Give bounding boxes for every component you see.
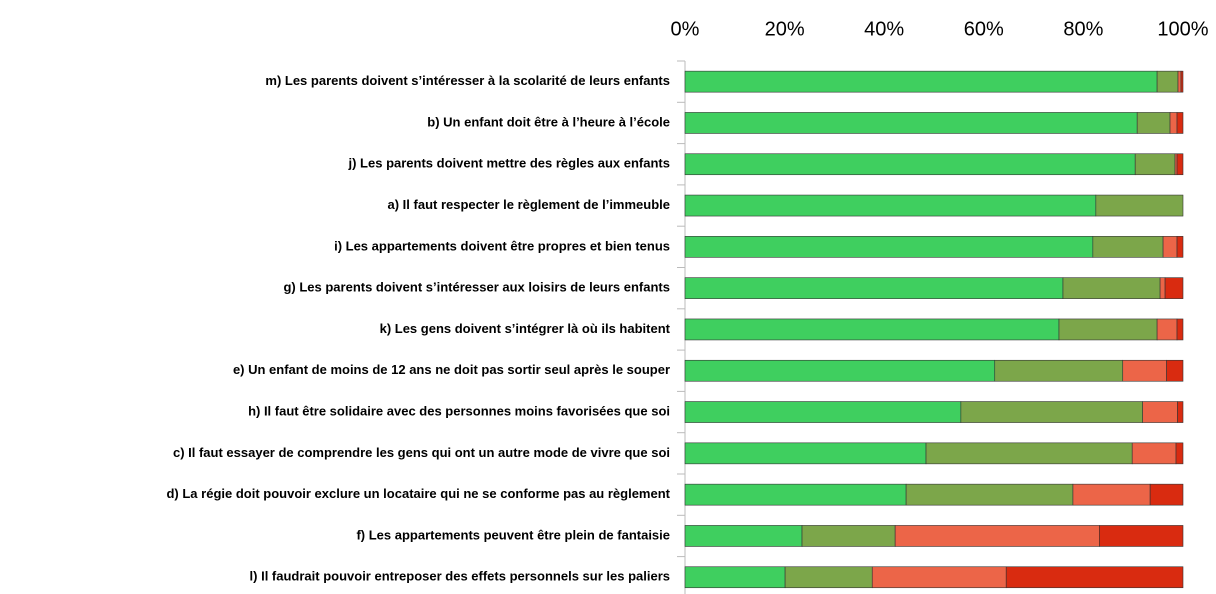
bar-segment (684, 112, 1138, 134)
bar-segment (684, 318, 1060, 341)
bar-segment (1062, 277, 1161, 299)
bar-segment (684, 525, 803, 547)
bar-segment (1176, 318, 1184, 341)
bar-segment (684, 566, 786, 589)
bar-segment (1162, 236, 1178, 258)
bar-segment (684, 401, 962, 423)
y-tick-label: h) Il faut être solidaire avec des perso… (248, 403, 670, 418)
bar-segment (1180, 70, 1184, 93)
bar-segment (1142, 401, 1178, 423)
bar-segment (1156, 318, 1178, 341)
bar-segment (684, 153, 1136, 176)
x-tick-label: 0% (671, 18, 700, 40)
bar-segment (925, 442, 1133, 465)
bar-segment (1176, 112, 1184, 134)
bar-segment (1131, 442, 1177, 465)
bar-segment (1169, 112, 1178, 134)
y-tick-label: g) Les parents doivent s’intéresser aux … (283, 280, 670, 295)
x-tick-label: 40% (864, 18, 904, 40)
bar-segment (1136, 112, 1171, 134)
bar-segment (684, 194, 1097, 217)
bar-segment (1177, 70, 1182, 93)
bar-segment (1058, 318, 1158, 341)
bar-segment (1005, 566, 1184, 589)
x-tick-label: 100% (1157, 18, 1208, 40)
y-tick-label: l) Il faudrait pouvoir entreposer des ef… (250, 569, 670, 584)
bar-segment (1156, 70, 1179, 93)
bar-segment (871, 566, 1007, 589)
y-tick-label: j) Les parents doivent mettre des règles… (348, 156, 671, 171)
y-tick-label: e) Un enfant de moins de 12 ans ne doit … (233, 362, 670, 377)
y-tick-label: m) Les parents doivent s’intéresser à la… (265, 73, 670, 88)
x-tick-label: 80% (1063, 18, 1103, 40)
y-tick-label: a) Il faut respecter le règlement de l’i… (388, 197, 670, 212)
bar-segment (905, 483, 1074, 506)
x-tick-label: 60% (964, 18, 1004, 40)
bar-segment (1176, 236, 1184, 258)
bar-segment (1175, 442, 1184, 465)
y-tick-label: k) Les gens doivent s’intégrer là où ils… (380, 321, 671, 336)
bar-segment (784, 566, 873, 589)
bar-segment (684, 483, 907, 506)
bar-segment (1149, 483, 1184, 506)
bar-segment (960, 401, 1143, 423)
y-tick-label: i) Les appartements doivent être propres… (334, 238, 670, 253)
bar-segment (801, 525, 896, 547)
bar-segment (1177, 401, 1184, 423)
y-tick-label: c) Il faut essayer de comprendre les gen… (173, 445, 670, 460)
bar-segment (684, 442, 927, 465)
bar-segment (684, 277, 1064, 299)
y-tick-label: d) La régie doit pouvoir exclure un loca… (166, 486, 670, 501)
bar-segment (994, 359, 1124, 382)
bar-segment (1095, 194, 1184, 217)
bar-segment (1072, 483, 1151, 506)
bar-segment (894, 525, 1100, 547)
bar-segment (684, 236, 1094, 258)
y-tick-label: f) Les appartements peuvent être plein d… (356, 527, 670, 542)
bar-segment (684, 70, 1158, 93)
bar-segment (1092, 236, 1164, 258)
bar-segment (1099, 525, 1184, 547)
bar-segment (1134, 153, 1176, 176)
x-tick-label: 20% (765, 18, 805, 40)
bar-segment (684, 359, 996, 382)
bar-segment (1159, 277, 1166, 299)
bar-segment (1164, 277, 1184, 299)
y-tick-label: b) Un enfant doit être à l’heure à l’éco… (427, 114, 670, 129)
bar-segment (1176, 153, 1184, 176)
bar-segment (1122, 359, 1167, 382)
bar-segment (1166, 359, 1184, 382)
